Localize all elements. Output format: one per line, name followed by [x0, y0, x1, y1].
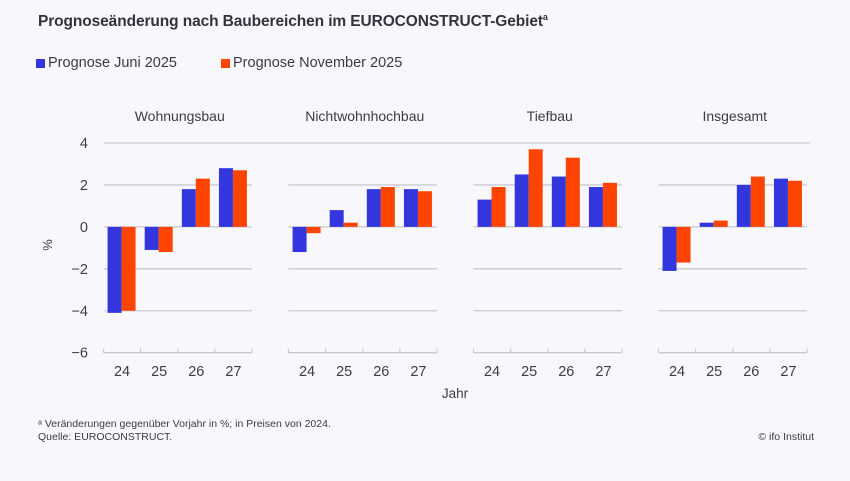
x-tick-label: 26	[558, 364, 574, 380]
bar-layer	[107, 149, 802, 313]
x-tick-label: 25	[336, 364, 352, 380]
y-tick-label: 4	[80, 136, 88, 152]
bar-juni	[514, 174, 529, 227]
text-layer: 4 2 0 −2 −4 −6% Wohnungsbau 24 25 26 27 Nichtwohnho…	[40, 108, 797, 401]
bar-november	[787, 180, 802, 227]
source-text: Quelle: EUROCONSTRUCT.	[38, 431, 173, 443]
bar-november	[565, 157, 580, 227]
bar-juni	[366, 189, 381, 227]
bar-november	[158, 226, 173, 253]
title-footnote-marker: a	[542, 12, 548, 22]
legend-swatch-november	[221, 58, 230, 68]
bar-juni	[292, 226, 307, 253]
bar-juni	[699, 222, 714, 227]
x-tick-label: 26	[743, 364, 759, 380]
panel-title: Insgesamt	[702, 108, 767, 124]
x-axis-label: Jahr	[442, 386, 469, 401]
x-tick-label: 24	[669, 364, 685, 380]
bar-juni	[662, 226, 677, 271]
bar-juni	[477, 199, 492, 227]
bar-juni	[773, 178, 788, 227]
legend-item-november: Prognose November 2025	[221, 55, 402, 71]
grid-layer	[102, 142, 810, 354]
bar-juni	[181, 189, 196, 227]
x-tick-label: 25	[151, 364, 167, 380]
bar-november	[491, 187, 506, 227]
bar-november	[417, 191, 432, 227]
chart-title-text: Prognoseänderung nach Baubereichen im EU…	[38, 13, 543, 30]
y-axis-label: %	[40, 239, 55, 251]
bar-juni	[144, 226, 159, 250]
x-tick-label: 27	[595, 364, 611, 380]
panel-title: Nichtwohnhochbau	[305, 108, 424, 124]
bar-juni	[107, 226, 122, 313]
x-tick-label: 27	[225, 364, 241, 380]
bar-november	[195, 178, 210, 227]
bar-november	[528, 149, 543, 227]
bar-juni	[588, 187, 603, 227]
x-tick-label: 25	[706, 364, 722, 380]
x-tick-label: 24	[114, 364, 130, 380]
y-tick-label: −2	[71, 262, 88, 278]
bar-november	[380, 187, 395, 227]
legend-label-november: Prognose November 2025	[233, 55, 403, 71]
bar-juni	[551, 176, 566, 227]
bar-november	[306, 226, 321, 234]
bar-november	[343, 222, 358, 227]
x-tick-label: 26	[373, 364, 389, 380]
bar-november	[602, 182, 617, 227]
legend-label-juni: Prognose Juni 2025	[48, 55, 177, 71]
footnote-text: ᵃ Veränderungen gegenüber Vorjahr in %; …	[38, 418, 331, 430]
bar-juni	[218, 168, 233, 227]
copyright-credit: © ifo Institut	[758, 431, 814, 443]
panel-title: Tiefbau	[527, 108, 573, 124]
y-tick-label: −6	[71, 346, 88, 362]
panel-title: Wohnungsbau	[135, 108, 225, 124]
bar-november	[713, 220, 728, 227]
x-tick-label: 24	[484, 364, 500, 380]
x-tick-label: 26	[188, 364, 204, 380]
bar-november	[676, 226, 691, 263]
x-tick-label: 27	[780, 364, 796, 380]
bar-november	[232, 170, 247, 227]
bar-november	[750, 176, 765, 227]
bar-november	[121, 226, 136, 311]
bar-juni	[736, 184, 751, 227]
x-tick-label: 27	[410, 364, 426, 380]
x-tick-label: 24	[299, 364, 315, 380]
chart-title: Prognoseänderung nach Baubereichen im EU…	[38, 12, 548, 31]
footnote: ᵃ Veränderungen gegenüber Vorjahr in %; …	[38, 418, 331, 444]
y-tick-label: 0	[80, 220, 88, 236]
legend: Prognose Juni 2025 Prognose November 202…	[36, 55, 446, 71]
bar-juni	[403, 189, 418, 227]
legend-swatch-juni	[36, 58, 45, 68]
y-tick-label: 2	[80, 178, 88, 194]
x-tick-label: 25	[521, 364, 537, 380]
legend-item-juni: Prognose Juni 2025	[36, 55, 177, 71]
y-tick-label: −4	[71, 304, 88, 320]
bar-juni	[329, 210, 344, 227]
